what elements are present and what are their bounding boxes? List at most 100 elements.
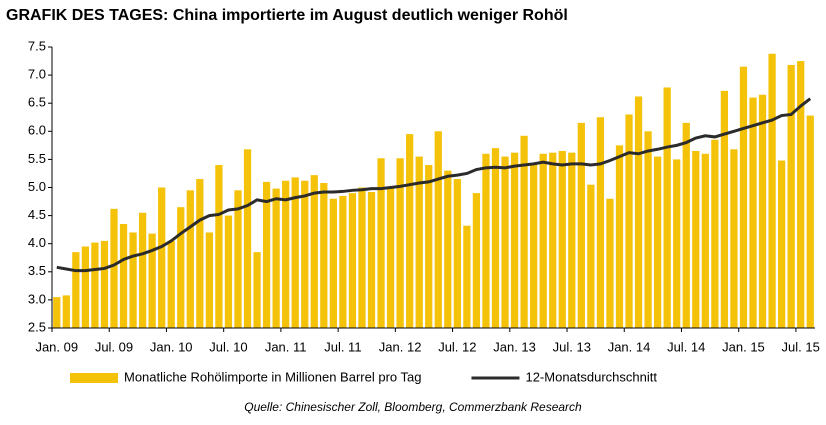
bar: [644, 131, 652, 328]
x-tick-label: Jul. 13: [553, 339, 591, 354]
y-tick-label: 4.5: [28, 207, 46, 222]
bar: [444, 170, 452, 328]
bar: [310, 175, 318, 328]
bar: [320, 183, 328, 328]
bar: [224, 215, 233, 328]
bar: [577, 122, 585, 329]
bar: [329, 198, 337, 328]
x-tick-label: Jul. 12: [438, 339, 476, 354]
bar: [386, 187, 395, 328]
bar: [339, 195, 347, 328]
bar: [253, 252, 261, 328]
bar: [72, 252, 80, 328]
bar: [530, 163, 538, 328]
x-tick-label: Jan. 11: [265, 339, 307, 354]
bar: [377, 158, 385, 328]
bar: [634, 96, 643, 329]
bar: [711, 139, 719, 328]
bar: [758, 94, 767, 329]
y-tick-label: 5.5: [28, 151, 46, 166]
bar: [501, 156, 509, 328]
x-tick-label: Jan. 14: [608, 339, 651, 354]
bar: [539, 153, 547, 328]
y-tick-label: 6.5: [28, 95, 46, 110]
bar: [720, 90, 729, 328]
bar: [100, 240, 109, 328]
bar: [138, 212, 147, 328]
bar: [806, 115, 814, 329]
bar: [301, 180, 309, 328]
source: Quelle: Chinesischer Zoll, Bloomberg, Co…: [244, 400, 582, 414]
bar: [262, 181, 271, 328]
bar: [682, 122, 690, 329]
bar: [358, 187, 366, 328]
bar: [348, 193, 357, 328]
bar: [110, 208, 118, 328]
x-tick-label: Jan. 10: [150, 339, 193, 354]
bar: [768, 53, 776, 329]
y-tick-label: 4.0: [28, 235, 46, 250]
x-tick-label: Jan. 13: [493, 339, 536, 354]
bar: [739, 66, 748, 329]
bar: [663, 87, 671, 329]
bar: [701, 153, 709, 328]
y-tick-label: 7.5: [28, 38, 46, 53]
bar: [167, 240, 175, 328]
bar: [91, 242, 99, 328]
bar: [415, 156, 423, 328]
bar: [463, 225, 471, 328]
x-tick-label: Jan. 15: [722, 339, 765, 354]
bar: [777, 160, 786, 328]
y-tick-label: 2.5: [28, 319, 46, 334]
bar: [367, 191, 376, 328]
bar: [62, 295, 70, 328]
bar: [234, 190, 242, 328]
bar: [596, 117, 605, 328]
bar: [196, 179, 204, 328]
bar: [425, 165, 433, 328]
bar: [186, 190, 194, 328]
bar: [730, 149, 738, 328]
bar: [129, 232, 137, 328]
y-tick-label: 6.0: [28, 123, 46, 138]
bar: [482, 153, 490, 328]
bar: [749, 97, 757, 328]
legend-swatch: [70, 373, 118, 383]
bar: [692, 150, 700, 328]
bar: [53, 297, 61, 328]
line: [56, 97, 812, 273]
bar: [215, 165, 223, 328]
x-tick-label: Jul. 10: [209, 339, 247, 354]
bar: [177, 207, 185, 328]
bar: [654, 156, 662, 328]
bar: [205, 232, 213, 328]
bar: [148, 233, 156, 328]
x-tick-label: Jan. 09: [35, 339, 78, 354]
bar: [549, 152, 557, 328]
x-tick-label: Jul. 15: [782, 339, 820, 354]
bar: [406, 134, 414, 328]
bar: [453, 179, 461, 328]
bar: [282, 180, 290, 328]
bar: [625, 114, 633, 328]
bar: [510, 152, 519, 328]
bar: [797, 61, 805, 329]
bar: [243, 149, 252, 328]
bar: [587, 184, 595, 328]
bar: [81, 246, 90, 328]
bar: [434, 131, 442, 328]
bar: [606, 198, 614, 328]
y-tick-label: 7.0: [28, 67, 46, 82]
x-tick-label: Jul. 14: [667, 339, 705, 354]
x-tick-label: Jul. 09: [95, 339, 133, 354]
bar: [520, 135, 528, 328]
y-tick-label: 3.0: [28, 291, 46, 306]
bar: [291, 177, 299, 328]
y-tick-label: 3.5: [28, 263, 46, 278]
bar: [568, 152, 576, 328]
bar: [558, 150, 566, 328]
bar: [272, 188, 280, 328]
y-tick-label: 5.0: [28, 179, 46, 194]
legend-label: Monatliche Rohölimporte in Millionen Bar…: [124, 369, 421, 384]
